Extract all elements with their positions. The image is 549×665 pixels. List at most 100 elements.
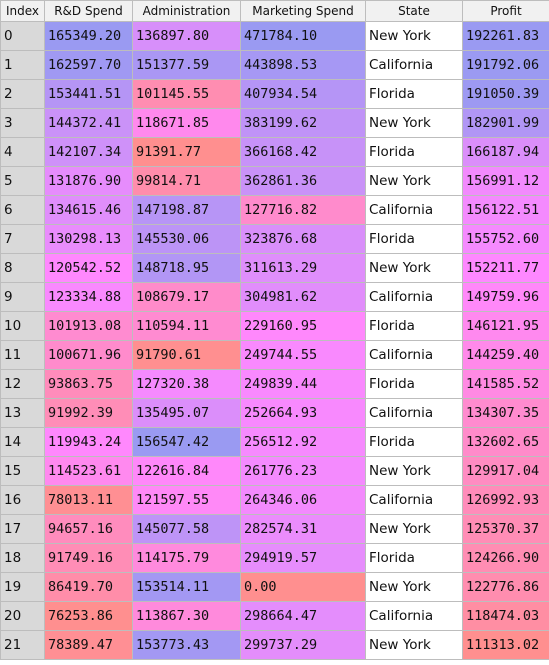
cell-state[interactable]: Florida [365,369,463,399]
cell-index[interactable]: 7 [0,224,45,254]
cell-profit[interactable]: 126992.93 [462,485,549,515]
cell-marketing-spend[interactable]: 407934.54 [240,79,366,109]
cell-marketing-spend[interactable]: 282574.31 [240,514,366,544]
cell-marketing-spend[interactable]: 264346.06 [240,485,366,515]
cell-administration[interactable]: 127320.38 [132,369,241,399]
column-header-rd-spend[interactable]: R&D Spend [44,0,133,22]
cell-profit[interactable]: 125370.37 [462,514,549,544]
cell-state[interactable]: New York [365,572,463,602]
cell-state[interactable]: Florida [365,543,463,573]
cell-rd-spend[interactable]: 114523.61 [44,456,133,486]
cell-profit[interactable]: 129917.04 [462,456,549,486]
cell-index[interactable]: 21 [0,630,45,660]
cell-rd-spend[interactable]: 131876.90 [44,166,133,196]
cell-state[interactable]: California [365,195,463,225]
column-header-index[interactable]: Index [0,0,45,22]
cell-index[interactable]: 2 [0,79,45,109]
cell-rd-spend[interactable]: 100671.96 [44,340,133,370]
cell-index[interactable]: 19 [0,572,45,602]
cell-index[interactable]: 16 [0,485,45,515]
cell-profit[interactable]: 141585.52 [462,369,549,399]
cell-index[interactable]: 18 [0,543,45,573]
cell-profit[interactable]: 149759.96 [462,282,549,312]
cell-marketing-spend[interactable]: 311613.29 [240,253,366,283]
cell-marketing-spend[interactable]: 0.00 [240,572,366,602]
column-header-administration[interactable]: Administration [132,0,241,22]
cell-index[interactable]: 17 [0,514,45,544]
cell-state[interactable]: Florida [365,224,463,254]
cell-rd-spend[interactable]: 134615.46 [44,195,133,225]
cell-rd-spend[interactable]: 119943.24 [44,427,133,457]
cell-index[interactable]: 0 [0,21,45,51]
cell-state[interactable]: California [365,601,463,631]
cell-profit[interactable]: 134307.35 [462,398,549,428]
cell-administration[interactable]: 151377.59 [132,50,241,80]
cell-rd-spend[interactable]: 162597.70 [44,50,133,80]
cell-index[interactable]: 15 [0,456,45,486]
cell-state[interactable]: California [365,340,463,370]
cell-marketing-spend[interactable]: 294919.57 [240,543,366,573]
cell-administration[interactable]: 99814.71 [132,166,241,196]
cell-profit[interactable]: 166187.94 [462,137,549,167]
cell-profit[interactable]: 118474.03 [462,601,549,631]
cell-administration[interactable]: 114175.79 [132,543,241,573]
cell-administration[interactable]: 121597.55 [132,485,241,515]
column-header-profit[interactable]: Profit [462,0,549,22]
cell-index[interactable]: 14 [0,427,45,457]
cell-index[interactable]: 5 [0,166,45,196]
cell-state[interactable]: Florida [365,137,463,167]
cell-profit[interactable]: 146121.95 [462,311,549,341]
cell-rd-spend[interactable]: 78389.47 [44,630,133,660]
cell-marketing-spend[interactable]: 298664.47 [240,601,366,631]
cell-index[interactable]: 8 [0,253,45,283]
cell-state[interactable]: New York [365,630,463,660]
cell-profit[interactable]: 192261.83 [462,21,549,51]
cell-rd-spend[interactable]: 101913.08 [44,311,133,341]
cell-profit[interactable]: 156991.12 [462,166,549,196]
cell-rd-spend[interactable]: 86419.70 [44,572,133,602]
cell-state[interactable]: New York [365,21,463,51]
cell-state[interactable]: California [365,282,463,312]
cell-administration[interactable]: 110594.11 [132,311,241,341]
cell-marketing-spend[interactable]: 323876.68 [240,224,366,254]
cell-marketing-spend[interactable]: 304981.62 [240,282,366,312]
cell-profit[interactable]: 156122.51 [462,195,549,225]
cell-state[interactable]: New York [365,514,463,544]
cell-rd-spend[interactable]: 153441.51 [44,79,133,109]
cell-marketing-spend[interactable]: 362861.36 [240,166,366,196]
cell-state[interactable]: California [365,485,463,515]
cell-profit[interactable]: 182901.99 [462,108,549,138]
cell-administration[interactable]: 108679.17 [132,282,241,312]
cell-marketing-spend[interactable]: 261776.23 [240,456,366,486]
cell-marketing-spend[interactable]: 249744.55 [240,340,366,370]
cell-rd-spend[interactable]: 91992.39 [44,398,133,428]
cell-rd-spend[interactable]: 120542.52 [44,253,133,283]
cell-rd-spend[interactable]: 123334.88 [44,282,133,312]
cell-profit[interactable]: 191792.06 [462,50,549,80]
cell-state[interactable]: New York [365,253,463,283]
cell-profit[interactable]: 191050.39 [462,79,549,109]
cell-rd-spend[interactable]: 165349.20 [44,21,133,51]
cell-state[interactable]: New York [365,166,463,196]
cell-rd-spend[interactable]: 142107.34 [44,137,133,167]
cell-index[interactable]: 13 [0,398,45,428]
cell-index[interactable]: 3 [0,108,45,138]
cell-state[interactable]: California [365,398,463,428]
cell-state[interactable]: Florida [365,311,463,341]
cell-marketing-spend[interactable]: 299737.29 [240,630,366,660]
cell-state[interactable]: Florida [365,79,463,109]
cell-state[interactable]: New York [365,108,463,138]
cell-administration[interactable]: 91391.77 [132,137,241,167]
cell-marketing-spend[interactable]: 471784.10 [240,21,366,51]
cell-rd-spend[interactable]: 76253.86 [44,601,133,631]
cell-marketing-spend[interactable]: 443898.53 [240,50,366,80]
cell-marketing-spend[interactable]: 366168.42 [240,137,366,167]
cell-marketing-spend[interactable]: 252664.93 [240,398,366,428]
cell-marketing-spend[interactable]: 249839.44 [240,369,366,399]
cell-administration[interactable]: 145077.58 [132,514,241,544]
cell-rd-spend[interactable]: 78013.11 [44,485,133,515]
cell-administration[interactable]: 156547.42 [132,427,241,457]
cell-administration[interactable]: 153514.11 [132,572,241,602]
cell-index[interactable]: 12 [0,369,45,399]
